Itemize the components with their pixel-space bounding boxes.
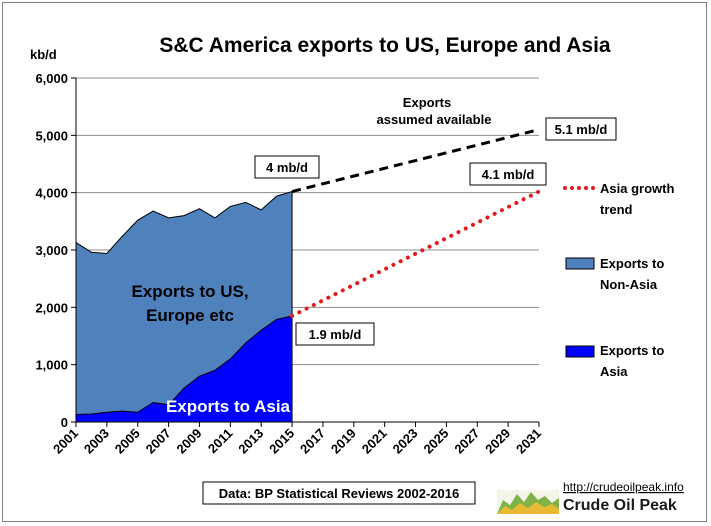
- x-tick-label: 2013: [235, 426, 266, 457]
- x-tick-label: 2011: [205, 426, 236, 457]
- label-2031-asia: 4.1 mb/d: [469, 162, 547, 186]
- assumed-available-label: Exports assumed available: [377, 95, 492, 127]
- legend-swatch-non-asia: [565, 257, 595, 270]
- y-tick-label: 6,000: [35, 71, 68, 86]
- x-tick-label: 2003: [81, 426, 112, 457]
- x-tick-label: 2031: [513, 426, 544, 457]
- y-tick-label: 1,000: [35, 358, 68, 373]
- x-tick-label: 2007: [143, 426, 174, 457]
- area-asia-outline: [75, 315, 293, 416]
- credit-name: Crude Oil Peak: [563, 497, 677, 514]
- label-2031-asia-text: 4.1 mb/d: [482, 167, 535, 182]
- area-asia: [76, 315, 293, 422]
- axes: [75, 78, 540, 427]
- credit: http://crudeoilpeak.info Crude Oil Peak: [497, 480, 684, 514]
- label-2015-asia-text: 1.9 mb/d: [309, 327, 362, 342]
- y-tick-label: 0: [61, 415, 68, 430]
- legend-item-non-asia: Exports to Non-Asia: [565, 256, 664, 292]
- y-tick-label: 3,000: [35, 243, 68, 258]
- legend-label-non-asia-2: Non-Asia: [600, 277, 658, 292]
- legend-label-asia-2: Asia: [600, 364, 628, 379]
- x-tick-label: 2009: [174, 426, 205, 457]
- area-label-non-asia-1: Exports to US,: [131, 282, 248, 301]
- x-tick-label: 2019: [328, 426, 359, 457]
- y-axis-unit: kb/d: [30, 47, 57, 62]
- x-tick-label: 2005: [112, 426, 143, 457]
- credit-logo-graphic: [497, 490, 559, 514]
- y-tick-label: 5,000: [35, 128, 68, 143]
- line-asia-growth-trend: [290, 189, 541, 318]
- x-tick-label: 2023: [390, 426, 421, 457]
- area-label-asia: Exports to Asia: [166, 397, 291, 416]
- label-2015-asia: 1.9 mb/d: [295, 322, 375, 346]
- legend: Asia growth trend Exports to Non-Asia Ex…: [563, 181, 674, 379]
- legend-label-asia-growth-1: Asia growth: [600, 181, 674, 196]
- legend-item-asia: Exports to Asia: [565, 343, 664, 379]
- source-text: Data: BP Statistical Reviews 2002-2016: [219, 486, 459, 501]
- label-2031-total-text: 5.1 mb/d: [555, 122, 608, 137]
- y-tick-label: 4,000: [35, 186, 68, 201]
- x-tick-label: 2001: [50, 426, 81, 457]
- area-series: [75, 190, 293, 423]
- chart-title: S&C America exports to US, Europe and As…: [159, 34, 611, 57]
- legend-label-non-asia-1: Exports to: [600, 256, 664, 271]
- y-tick-label: 2,000: [35, 300, 68, 315]
- legend-label-asia-growth-2: trend: [600, 202, 633, 217]
- projection-lines: [290, 128, 541, 318]
- x-tick-label: 2021: [359, 426, 390, 457]
- source-note: Data: BP Statistical Reviews 2002-2016: [202, 481, 476, 505]
- assumed-available-line2: assumed available: [377, 112, 492, 127]
- label-2015-total: 4 mb/d: [254, 155, 320, 179]
- legend-dots-swatch: [563, 186, 595, 190]
- assumed-available-line1: Exports: [403, 95, 451, 110]
- line-exports-assumed-available: [291, 128, 540, 193]
- legend-swatch-asia: [565, 345, 595, 358]
- x-tick-label: 2025: [420, 426, 451, 457]
- x-tick-label: 2027: [451, 426, 482, 457]
- legend-item-asia-growth: Asia growth trend: [563, 181, 674, 217]
- credit-url-link[interactable]: http://crudeoilpeak.info: [563, 480, 684, 494]
- area-label-non-asia-2: Europe etc: [146, 306, 234, 325]
- label-2015-total-text: 4 mb/d: [266, 160, 308, 175]
- y-tick-labels: 0 1,000 2,000 3,000 4,000 5,000 6,000: [35, 71, 68, 430]
- label-2031-total: 5.1 mb/d: [545, 117, 617, 141]
- legend-label-asia-1: Exports to: [600, 343, 664, 358]
- x-tick-labels: 2001 2003 2005 2007 2009 2011 2013 2015 2017 2019…: [50, 426, 544, 457]
- x-tick-label: 2015: [266, 426, 297, 457]
- x-tick-label: 2017: [297, 426, 328, 457]
- x-tick-label: 2029: [482, 426, 513, 457]
